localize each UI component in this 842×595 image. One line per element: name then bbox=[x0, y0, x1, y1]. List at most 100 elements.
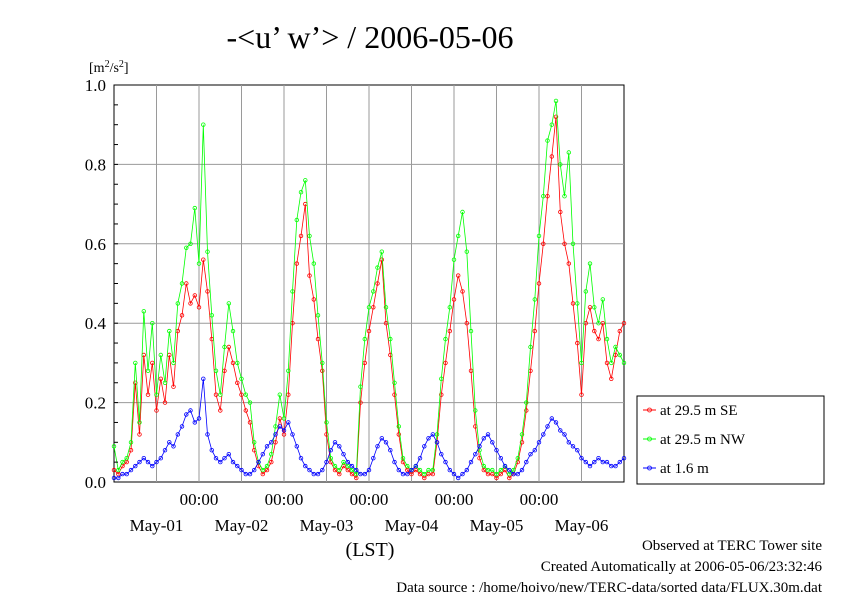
data-point bbox=[481, 463, 486, 469]
data-point bbox=[519, 467, 525, 473]
data-point bbox=[524, 459, 529, 465]
legend-label: at 29.5 m NW bbox=[660, 432, 746, 448]
data-point bbox=[209, 448, 214, 453]
data-point bbox=[558, 428, 563, 433]
data-point bbox=[239, 392, 244, 397]
data-point bbox=[154, 408, 159, 413]
data-point bbox=[171, 444, 176, 449]
data-point bbox=[273, 440, 278, 445]
x-tick-date: May-06 bbox=[555, 516, 609, 535]
data-point bbox=[188, 241, 193, 246]
data-point bbox=[464, 321, 469, 326]
data-point bbox=[349, 471, 355, 477]
y-unit-label: [m2/s2] bbox=[89, 59, 129, 77]
data-point bbox=[188, 301, 193, 306]
data-point bbox=[179, 424, 185, 429]
data-point bbox=[375, 444, 380, 449]
data-point bbox=[541, 241, 546, 246]
legend-swatch-marker bbox=[647, 465, 652, 471]
data-point bbox=[277, 416, 282, 421]
data-point bbox=[383, 440, 389, 445]
data-point bbox=[587, 261, 593, 266]
data-point bbox=[549, 416, 554, 421]
data-point bbox=[371, 289, 376, 294]
data-point bbox=[371, 305, 376, 310]
data-point bbox=[235, 380, 240, 385]
data-point bbox=[116, 475, 121, 481]
data-point bbox=[549, 154, 554, 159]
data-point bbox=[532, 448, 537, 453]
data-point bbox=[392, 380, 397, 385]
data-point bbox=[570, 444, 576, 449]
data-point bbox=[532, 297, 537, 302]
data-point bbox=[226, 452, 231, 457]
data-point bbox=[137, 420, 142, 425]
plot-area bbox=[111, 84, 627, 483]
x-tick-time: 00:00 bbox=[265, 490, 304, 509]
data-point bbox=[549, 122, 554, 127]
data-point bbox=[184, 245, 189, 250]
data-point bbox=[337, 471, 342, 477]
data-point bbox=[235, 463, 240, 469]
data-point bbox=[128, 467, 134, 473]
data-point bbox=[451, 297, 457, 302]
x-tick-date: May-04 bbox=[385, 516, 439, 535]
data-point bbox=[460, 289, 465, 294]
data-point bbox=[541, 193, 546, 199]
data-point bbox=[434, 432, 440, 437]
data-point bbox=[528, 344, 533, 350]
data-point bbox=[485, 432, 491, 437]
data-point bbox=[541, 432, 546, 437]
data-point bbox=[354, 471, 359, 477]
data-point bbox=[409, 471, 414, 477]
data-point bbox=[443, 336, 448, 342]
data-point bbox=[536, 440, 542, 445]
data-point bbox=[592, 328, 597, 334]
data-point bbox=[511, 471, 516, 477]
data-point bbox=[137, 459, 142, 465]
x-tick-time: 00:00 bbox=[350, 490, 389, 509]
data-point bbox=[379, 249, 384, 254]
legend-swatch-marker bbox=[647, 407, 652, 413]
data-point bbox=[120, 459, 125, 465]
data-point bbox=[371, 456, 376, 461]
x-tick-time: 00:00 bbox=[180, 490, 219, 509]
data-point bbox=[201, 122, 206, 127]
data-point bbox=[324, 459, 329, 465]
data-point bbox=[307, 233, 312, 239]
data-point bbox=[273, 424, 278, 429]
data-point bbox=[456, 273, 461, 278]
series-layer bbox=[111, 98, 627, 481]
data-point bbox=[464, 467, 469, 473]
data-point bbox=[201, 257, 206, 262]
data-point bbox=[562, 193, 567, 199]
data-point bbox=[392, 392, 397, 397]
data-point bbox=[171, 384, 176, 389]
series-line bbox=[114, 378, 625, 479]
data-point bbox=[604, 336, 610, 342]
data-point bbox=[460, 471, 465, 477]
data-point bbox=[426, 471, 431, 477]
data-point bbox=[494, 471, 499, 477]
data-point bbox=[528, 452, 533, 457]
data-point bbox=[230, 328, 236, 334]
data-point bbox=[324, 420, 329, 425]
legend-label: at 1.6 m bbox=[660, 461, 709, 477]
data-point bbox=[311, 297, 316, 302]
data-point bbox=[388, 448, 393, 453]
data-point bbox=[481, 436, 486, 441]
x-axis-label: (LST) bbox=[346, 539, 395, 561]
data-point bbox=[430, 467, 435, 473]
data-point bbox=[468, 328, 474, 334]
footer-created: Created Automatically at 2006-05-06/23:3… bbox=[541, 559, 823, 575]
series-1 bbox=[111, 98, 627, 477]
data-point bbox=[337, 444, 342, 449]
data-point bbox=[366, 305, 372, 310]
x-tick-date: May-05 bbox=[470, 516, 524, 535]
data-point bbox=[277, 392, 282, 397]
data-point bbox=[596, 321, 601, 326]
data-point bbox=[247, 471, 253, 477]
data-point bbox=[192, 293, 197, 298]
data-point bbox=[426, 436, 431, 441]
data-point bbox=[485, 467, 491, 473]
